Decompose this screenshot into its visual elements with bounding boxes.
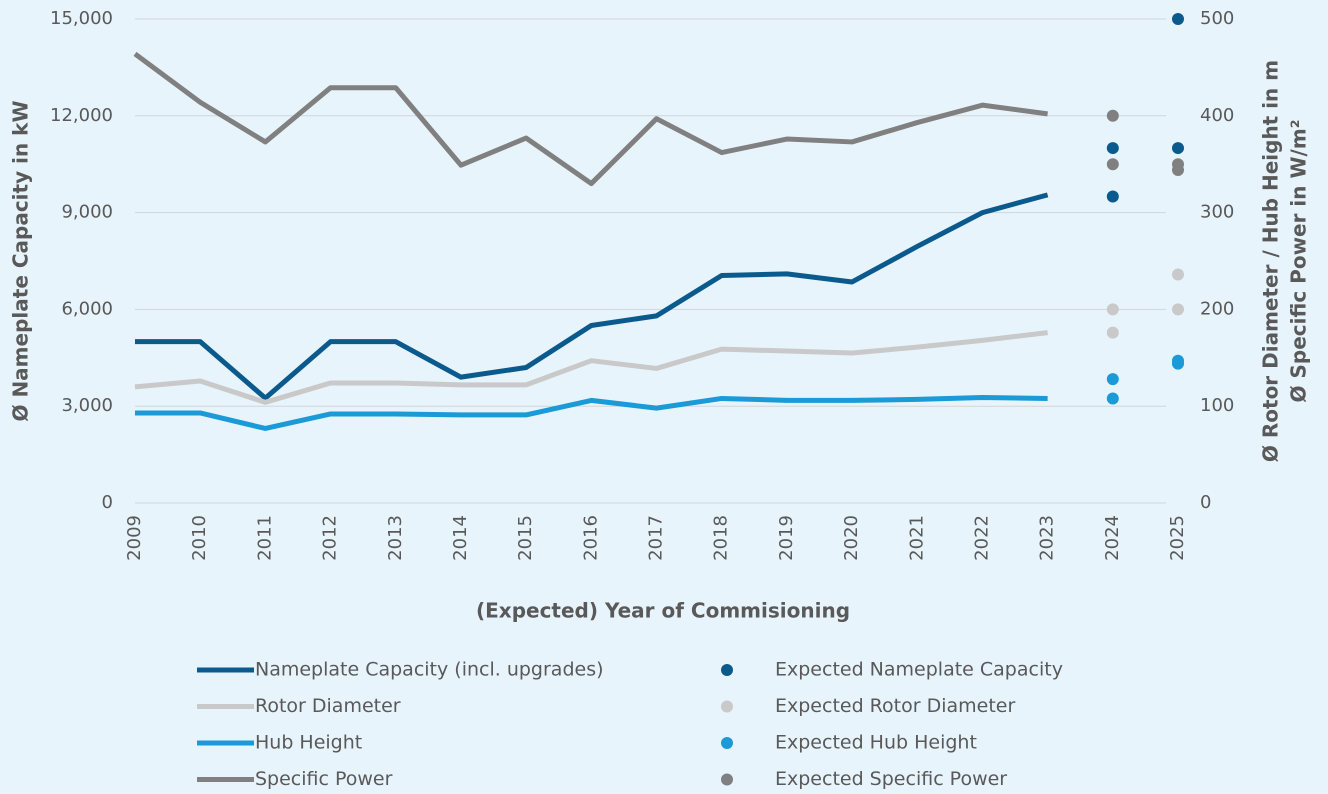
y-tick-label: 3,000	[61, 395, 113, 416]
y2-tick-label: 300	[1200, 202, 1234, 223]
expected-point	[1172, 303, 1184, 316]
series-line	[134, 330, 1048, 405]
expected-point	[1172, 164, 1184, 177]
x-tick-label: 2015	[515, 515, 536, 561]
y2-axis-title: Ø Rotor Diameter / Hub Height in m	[1259, 60, 1283, 462]
legend-label: Specific Power	[255, 768, 393, 790]
x-tick-label: 2016	[580, 515, 601, 561]
x-tick-label: 2010	[189, 515, 210, 561]
legend-marker	[721, 737, 733, 749]
y2-tick-label: 400	[1200, 105, 1234, 126]
x-tick-label: 2023	[1037, 515, 1058, 561]
x-tick-label: 2025	[1167, 515, 1188, 561]
series-line	[135, 192, 1049, 401]
expected-point	[1106, 109, 1119, 122]
expected-point	[1106, 303, 1119, 316]
legend-marker	[721, 700, 733, 713]
x-tick-label: 2017	[646, 515, 667, 561]
legend-label: Expected Rotor Diameter	[775, 695, 1015, 717]
expected-point	[1106, 392, 1119, 405]
y-axis-title: Ø Nameplate Capacity in kW	[9, 100, 33, 421]
expected-point	[1172, 357, 1184, 370]
legend-label: Expected Nameplate Capacity	[775, 659, 1063, 681]
y2-tick-label: 0	[1200, 492, 1211, 513]
y2-tick-label: 200	[1200, 298, 1234, 319]
legend-marker	[721, 664, 733, 676]
legend-marker	[721, 773, 733, 786]
y2-tick-label: 500	[1200, 8, 1234, 29]
expected-point	[1172, 13, 1184, 25]
expected-point	[1172, 268, 1184, 281]
x-tick-label: 2009	[124, 515, 145, 561]
expected-point	[1106, 158, 1119, 171]
x-tick-label: 2022	[971, 515, 992, 561]
x-axis-title: (Expected) Year of Commisioning	[476, 599, 850, 623]
y-tick-label: 9,000	[61, 202, 113, 223]
expected-point	[1172, 142, 1184, 155]
x-tick-label: 2020	[841, 515, 862, 561]
x-tick-label: 2018	[711, 515, 732, 561]
x-tick-label: 2014	[450, 515, 471, 561]
series-line	[135, 394, 1048, 431]
y-tick-label: 12,000	[50, 105, 113, 126]
x-tick-label: 2024	[1102, 515, 1123, 561]
y2-tick-label: 100	[1200, 395, 1234, 416]
x-tick-label: 2011	[254, 515, 275, 561]
y-tick-label: 0	[102, 492, 113, 513]
x-tick-label: 2019	[776, 515, 797, 561]
expected-point	[1106, 373, 1119, 386]
legend-label: Expected Specific Power	[775, 768, 1007, 790]
x-tick-label: 2013	[385, 515, 406, 561]
series-line	[133, 51, 1048, 187]
legend-label: Rotor Diameter	[255, 695, 401, 717]
y2-axis-title: Ø Specific Power in W/m²	[1287, 120, 1311, 403]
x-tick-label: 2021	[906, 515, 927, 561]
expected-point	[1106, 326, 1119, 339]
legend-label: Hub Height	[255, 732, 362, 754]
legend-label: Expected Hub Height	[775, 732, 977, 754]
legend-label: Nameplate Capacity (incl. upgrades)	[255, 659, 604, 681]
expected-point	[1106, 142, 1119, 155]
expected-point	[1106, 190, 1119, 203]
y-tick-label: 15,000	[50, 8, 113, 29]
x-tick-label: 2012	[320, 515, 341, 561]
y-tick-label: 6,000	[61, 298, 113, 319]
